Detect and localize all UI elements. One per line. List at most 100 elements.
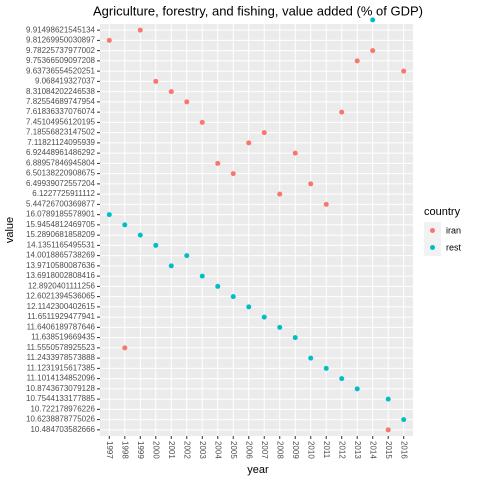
y-tick-label: 7.18556823147502 <box>26 128 96 137</box>
y-tick-label: 12.8920401111256 <box>28 281 96 290</box>
y-tick-label: 7.61836337076074 <box>26 107 96 116</box>
point <box>292 150 298 156</box>
x-tick-label: 1997 <box>105 441 114 459</box>
point <box>385 427 391 433</box>
point <box>122 345 128 351</box>
point <box>153 78 159 84</box>
point <box>153 242 159 248</box>
x-tick-label: 2011 <box>322 441 331 459</box>
x-tick-label: 2006 <box>245 441 254 459</box>
point <box>308 355 314 361</box>
x-axis-label: year <box>247 464 269 476</box>
panel <box>100 24 413 436</box>
x-tick-label: 1999 <box>136 441 145 459</box>
y-tick-label: 10.484703582666 <box>30 425 95 434</box>
point <box>323 201 329 207</box>
point <box>184 253 190 259</box>
y-tick-label: 6.49939072557204 <box>26 179 96 188</box>
y-tick-label: 9.78225737977002 <box>26 46 96 55</box>
point <box>215 283 221 289</box>
x-tick-label: 2012 <box>338 441 347 459</box>
x-tick-label: 1998 <box>121 441 130 459</box>
y-tick-label: 11.6406189787646 <box>27 322 96 331</box>
y-tick-label: 11.2433978573888 <box>27 353 96 362</box>
y-tick-label: 7.11821124095939 <box>27 138 95 147</box>
point <box>370 48 376 54</box>
point <box>246 304 252 310</box>
y-tick-label: 13.9710580087636 <box>26 261 96 270</box>
point <box>261 130 267 136</box>
point <box>354 58 360 64</box>
y-tick-label: 8.31084202246538 <box>26 87 96 96</box>
point <box>199 273 205 279</box>
x-tick-label: 2007 <box>260 441 269 459</box>
chart-title: Agriculture, forestry, and fishing, valu… <box>93 3 423 18</box>
y-tick-label: 9.068419327037 <box>35 77 96 86</box>
x-tick-label: 2009 <box>291 441 300 459</box>
y-tick-label: 11.1231915617385 <box>27 363 96 372</box>
point <box>323 365 329 371</box>
legend-label: iran <box>446 225 461 235</box>
point <box>401 417 407 423</box>
y-tick-label: 11.6511929477941 <box>27 312 95 321</box>
y-tick-label: 15.9454812469705 <box>26 220 96 229</box>
x-tick-label: 2005 <box>229 441 238 459</box>
legend-label: rest <box>446 242 462 252</box>
point <box>277 324 283 330</box>
point <box>106 212 112 218</box>
y-tick-label: 10.8743673079128 <box>26 384 96 393</box>
point <box>184 99 190 105</box>
x-tick-label: 2010 <box>307 441 316 459</box>
y-tick-label: 6.1227725911112 <box>32 189 95 198</box>
point <box>168 89 174 95</box>
y-tick-label: 12.1142300402615 <box>27 302 96 311</box>
point <box>199 119 205 125</box>
y-tick-label: 10.6238878775026 <box>26 415 96 424</box>
y-tick-label: 11.1014134852096 <box>27 374 96 383</box>
point <box>106 37 112 43</box>
y-tick-label: 14.1351165495531 <box>27 240 96 249</box>
x-tick-label: 2008 <box>276 441 285 459</box>
y-tick-label: 9.63736554520251 <box>26 66 96 75</box>
point <box>308 181 314 187</box>
x-tick-label: 2002 <box>183 441 192 459</box>
point <box>370 17 376 23</box>
y-tick-label: 6.92448961486292 <box>26 148 96 157</box>
x-tick-label: 2001 <box>167 441 176 459</box>
point <box>215 160 221 166</box>
point <box>339 376 345 382</box>
y-tick-label: 12.6021394536065 <box>26 292 96 301</box>
y-tick-label: 15.2890681858209 <box>26 230 96 239</box>
y-tick-label: 6.88957846945804 <box>26 158 96 167</box>
legend-marker <box>430 245 435 250</box>
point <box>385 396 391 402</box>
legend-marker <box>430 228 435 233</box>
x-tick-label: 2016 <box>400 441 409 459</box>
y-tick-label: 10.722178976226 <box>30 404 95 413</box>
y-axis-label: value <box>4 217 16 243</box>
point <box>261 314 267 320</box>
point <box>339 109 345 115</box>
y-tick-label: 9.91498621545134 <box>26 25 96 34</box>
y-tick-label: 11.5550578925523 <box>27 343 96 352</box>
x-tick-label: 2015 <box>384 441 393 459</box>
y-tick-label: 9.81269950030897 <box>26 36 96 45</box>
y-tick-label: 7.45104956120195 <box>26 117 96 126</box>
y-tick-label: 10.7544133177885 <box>26 394 96 403</box>
point <box>246 140 252 146</box>
y-tick-label: 6.50138220908675 <box>26 169 96 178</box>
point <box>168 263 174 269</box>
x-tick-label: 2000 <box>152 441 161 459</box>
point <box>230 294 236 300</box>
y-tick-label: 7.82554689747954 <box>26 97 96 106</box>
x-tick-label: 2013 <box>353 441 362 459</box>
y-tick-label: 11.638519669435 <box>31 333 95 342</box>
point <box>401 68 407 74</box>
y-tick-label: 9.75366509097208 <box>26 56 96 65</box>
y-tick-label: 5.44726700369877 <box>26 199 96 208</box>
point <box>354 386 360 392</box>
point <box>230 171 236 177</box>
y-tick-label: 14.0018865738269 <box>26 251 96 260</box>
point <box>137 27 143 33</box>
